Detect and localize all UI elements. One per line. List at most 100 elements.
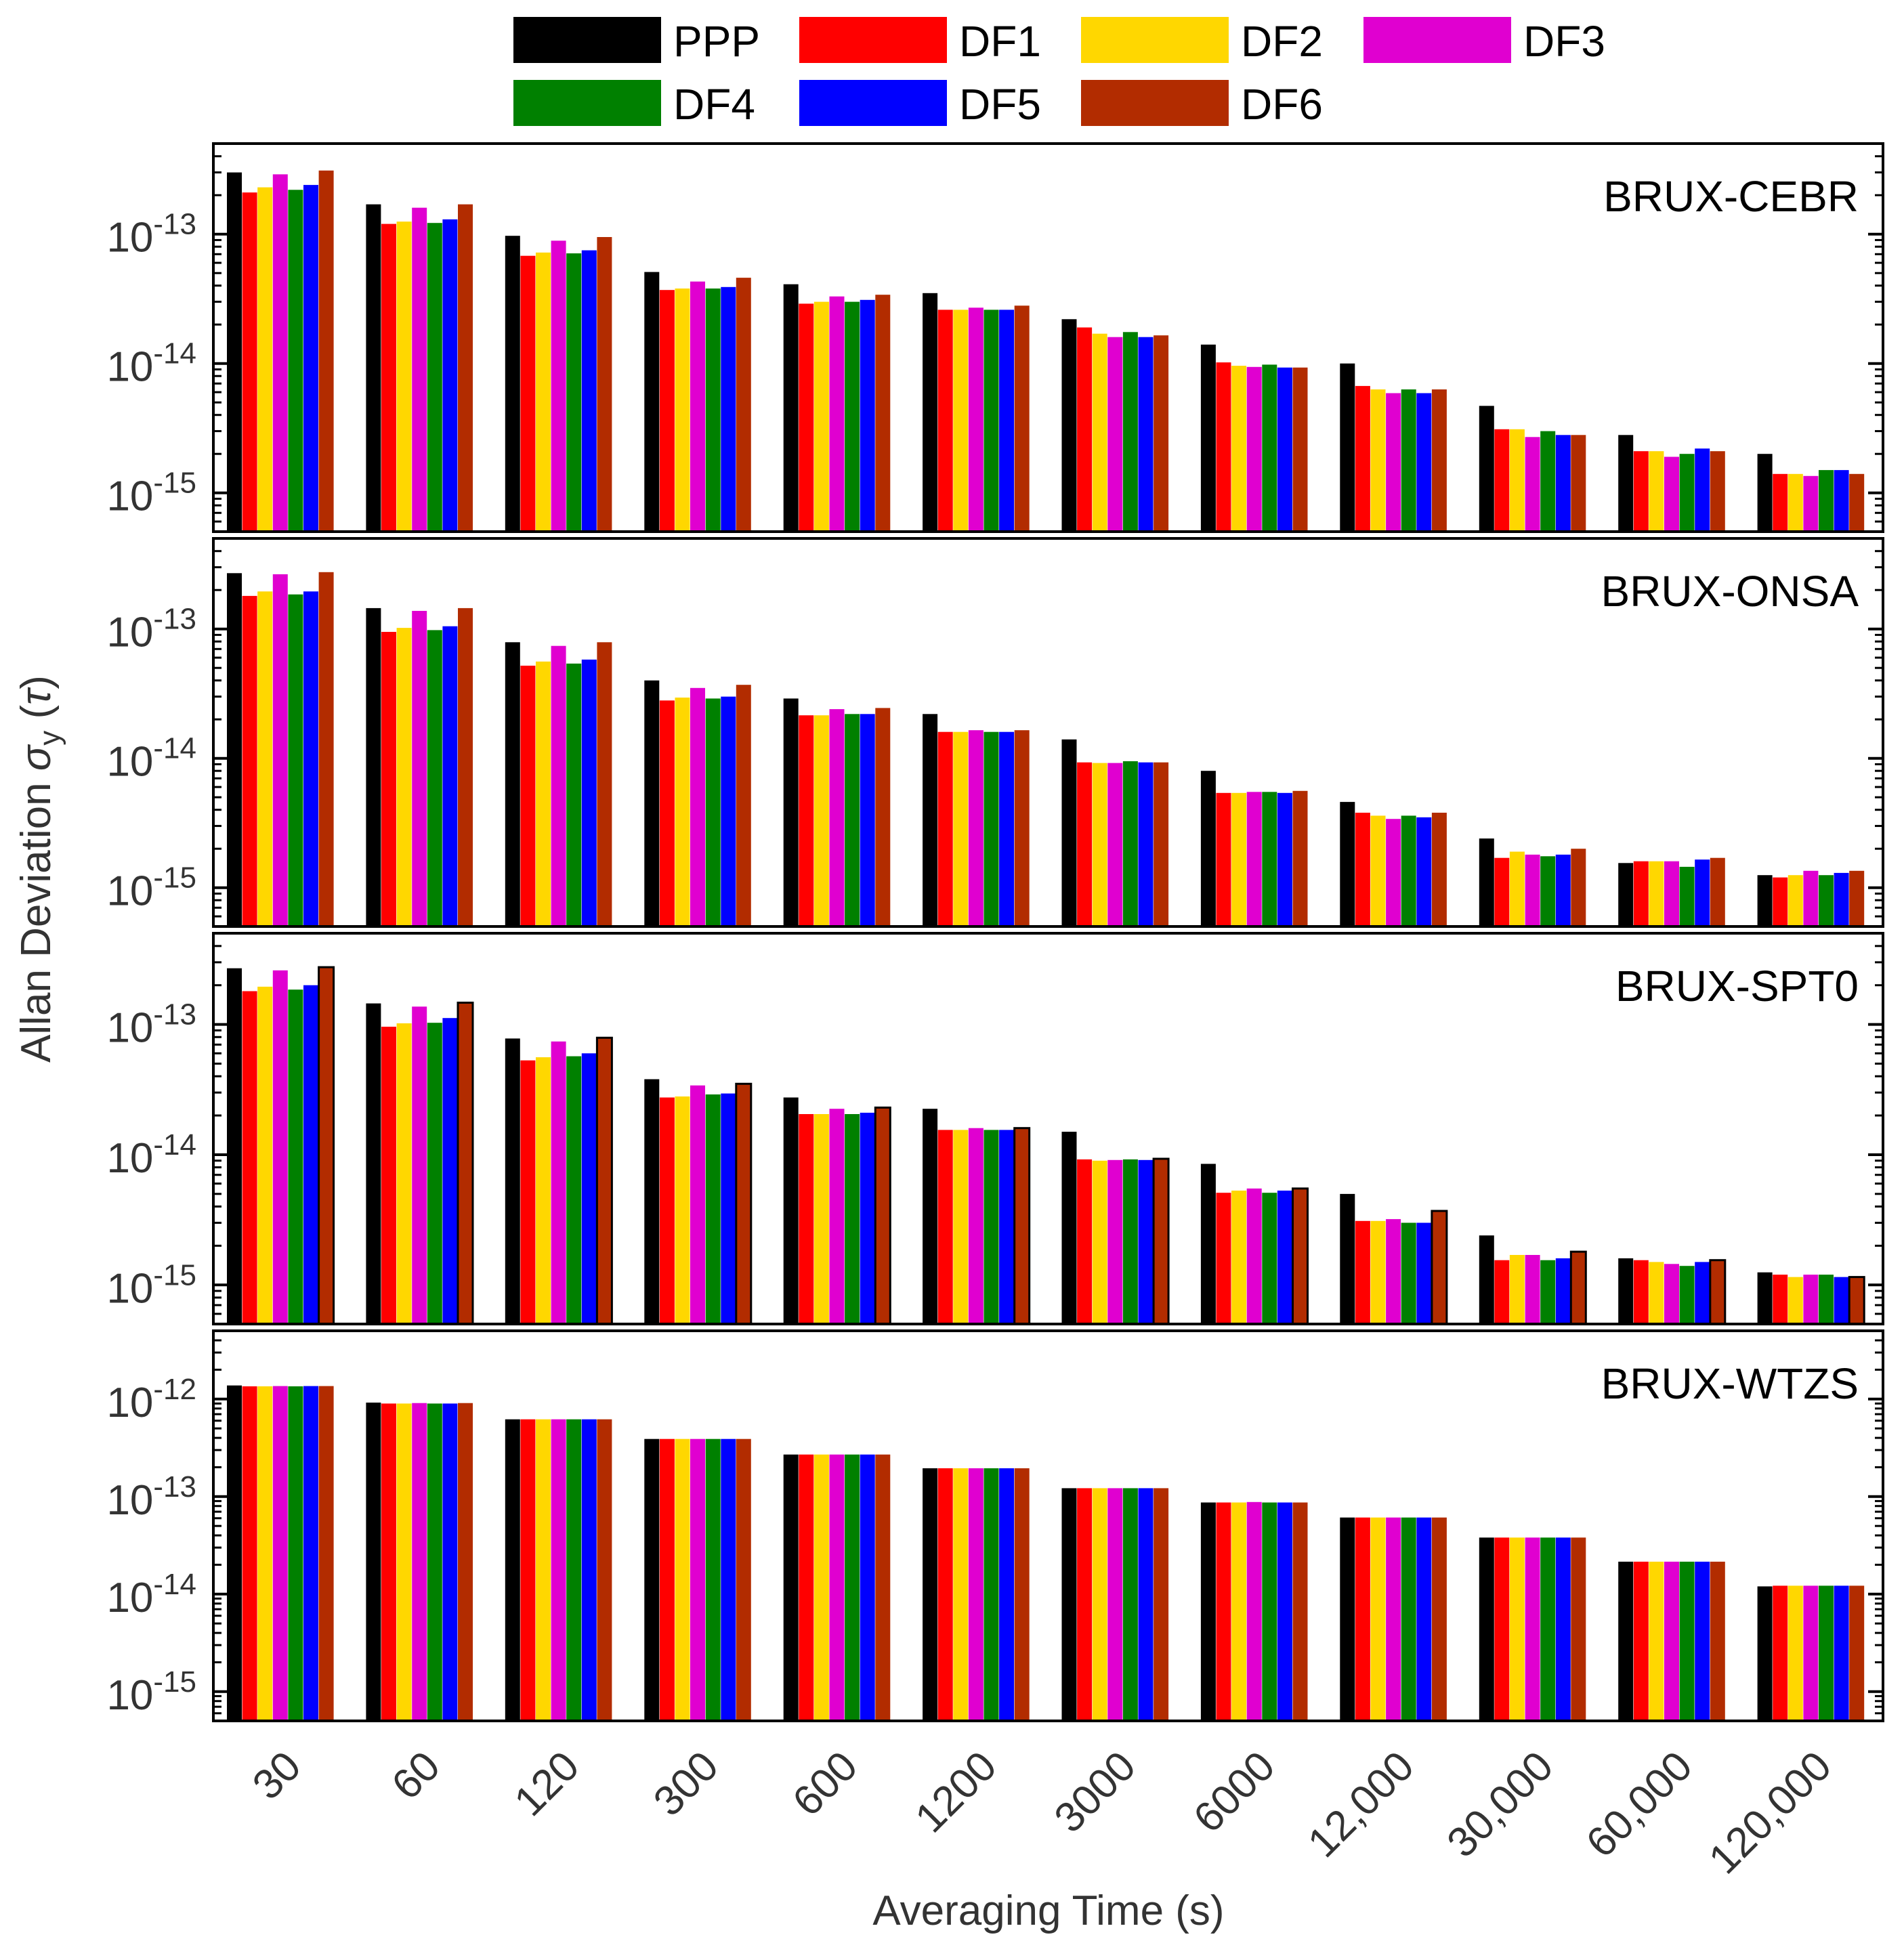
bar-df1-1200 bbox=[937, 1130, 953, 1324]
bar-df4-3000 bbox=[1122, 1488, 1138, 1721]
bar-df6-3000 bbox=[1154, 335, 1169, 532]
bar-ppp-120 bbox=[505, 642, 520, 926]
bar-df2-6000 bbox=[1231, 792, 1247, 926]
bar-ppp-1200 bbox=[923, 714, 938, 926]
bar-df5-30 bbox=[303, 591, 318, 926]
bar-df5-120000 bbox=[1834, 1277, 1849, 1324]
bar-ppp-300 bbox=[644, 272, 660, 532]
bar-df5-600 bbox=[860, 1454, 875, 1721]
y-tick-label: 10-14 bbox=[106, 337, 196, 391]
bar-df3-120000 bbox=[1803, 1275, 1819, 1324]
bar-df4-60 bbox=[427, 223, 442, 532]
bar-df5-300 bbox=[721, 286, 736, 532]
bar-ppp-120 bbox=[505, 236, 520, 532]
bar-df3-30 bbox=[272, 574, 288, 926]
bar-ppp-60000 bbox=[1618, 1258, 1634, 1324]
bar-df1-6000 bbox=[1216, 1502, 1231, 1721]
bar-df6-600 bbox=[875, 295, 891, 532]
bar-ppp-120 bbox=[505, 1038, 520, 1324]
bar-df6-60 bbox=[457, 1002, 474, 1325]
bar-df6-30 bbox=[318, 170, 334, 532]
bar-ppp-30000 bbox=[1479, 838, 1494, 926]
legend-swatch-df2 bbox=[1081, 17, 1229, 63]
bar-df1-3000 bbox=[1077, 762, 1093, 926]
y-tick-power: -12 bbox=[153, 1373, 196, 1406]
bar-df1-6000 bbox=[1216, 362, 1231, 532]
bar-df4-30000 bbox=[1540, 1537, 1556, 1721]
bar-df2-30 bbox=[257, 591, 273, 926]
bar-df4-120 bbox=[566, 663, 582, 926]
bar-df4-6000 bbox=[1262, 792, 1277, 926]
y-tick-base: 10 bbox=[106, 739, 153, 786]
x-tick-label: 1200 bbox=[906, 1743, 1005, 1841]
y-tick-base: 10 bbox=[106, 215, 153, 261]
bar-ppp-120 bbox=[505, 1419, 520, 1721]
bar-ppp-300 bbox=[644, 1438, 660, 1721]
bar-ppp-3000 bbox=[1061, 319, 1077, 532]
bar-df2-60000 bbox=[1649, 1262, 1664, 1324]
panel-frame bbox=[212, 537, 1884, 928]
bar-df6-30000 bbox=[1571, 435, 1586, 532]
bar-df6-1200 bbox=[1013, 1127, 1031, 1325]
bar-ppp-600 bbox=[783, 1454, 799, 1721]
bar-df3-1200 bbox=[968, 1468, 983, 1721]
bar-df6-120 bbox=[597, 642, 612, 926]
bar-ppp-300 bbox=[644, 1079, 660, 1324]
bar-df1-120000 bbox=[1773, 473, 1788, 532]
bar-ppp-120000 bbox=[1757, 454, 1773, 532]
bar-df1-300 bbox=[659, 1097, 675, 1324]
bar-df2-60 bbox=[396, 628, 412, 926]
x-axis-tick-labels: 30 60 120 300 600 1200 3000 6000 12,000 30,000 60,… bbox=[244, 1743, 1840, 1883]
bar-df4-60000 bbox=[1679, 866, 1695, 926]
bar-df4-120000 bbox=[1819, 1275, 1834, 1324]
y-tick-power: -14 bbox=[153, 1128, 196, 1161]
bar-df5-6000 bbox=[1277, 1191, 1292, 1324]
bar-df4-12000 bbox=[1401, 389, 1416, 532]
y-tick-base: 10 bbox=[106, 473, 153, 520]
bar-df5-60000 bbox=[1695, 448, 1710, 532]
bar-df6-30 bbox=[318, 966, 335, 1325]
bar-df4-30 bbox=[288, 1386, 303, 1721]
bar-df4-600 bbox=[845, 1114, 860, 1324]
y-tick-base: 10 bbox=[106, 1380, 153, 1426]
bar-df3-12000 bbox=[1386, 393, 1401, 532]
bar-df5-300 bbox=[721, 696, 736, 926]
bar-df4-600 bbox=[845, 1454, 860, 1721]
bar-df1-300 bbox=[659, 700, 675, 926]
bar-ppp-30 bbox=[227, 573, 242, 926]
bar-df5-120000 bbox=[1834, 1585, 1849, 1721]
panel-frame bbox=[212, 932, 1884, 1325]
y-tick-base: 10 bbox=[106, 1477, 153, 1524]
bar-df5-120 bbox=[581, 1053, 597, 1324]
bar-df3-1200 bbox=[968, 730, 983, 926]
bar-df1-120 bbox=[520, 1060, 536, 1324]
bar-df2-120000 bbox=[1787, 473, 1803, 532]
bar-df6-60 bbox=[458, 1403, 473, 1721]
y-tick-base: 10 bbox=[106, 1005, 153, 1052]
bar-df1-120000 bbox=[1773, 1275, 1788, 1324]
bar-df2-120000 bbox=[1787, 875, 1803, 926]
x-tick-label: 60,000 bbox=[1578, 1743, 1701, 1867]
bar-df3-1200 bbox=[968, 1128, 983, 1324]
bar-df5-60 bbox=[442, 219, 458, 532]
bar-df2-60000 bbox=[1649, 1561, 1664, 1721]
bar-df2-6000 bbox=[1231, 366, 1247, 532]
bar-df3-30000 bbox=[1525, 854, 1540, 926]
bar-df1-60000 bbox=[1633, 1260, 1649, 1324]
bar-df5-6000 bbox=[1277, 367, 1292, 532]
bar-df5-1200 bbox=[999, 310, 1015, 532]
bar-df6-600 bbox=[875, 708, 891, 926]
bar-df6-600 bbox=[875, 1454, 891, 1721]
bar-ppp-3000 bbox=[1061, 1132, 1077, 1324]
bar-df4-12000 bbox=[1401, 1517, 1416, 1721]
bar-df1-60000 bbox=[1633, 861, 1649, 926]
bar-df5-30000 bbox=[1555, 435, 1571, 532]
panel-title: BRUX-SPT0 bbox=[1615, 962, 1859, 1010]
bar-df3-120 bbox=[551, 1041, 566, 1324]
bar-df5-3000 bbox=[1138, 1159, 1154, 1324]
x-tick-label: 600 bbox=[784, 1743, 866, 1825]
bar-df1-12000 bbox=[1355, 1220, 1370, 1324]
bar-df3-120000 bbox=[1803, 870, 1819, 926]
bar-df1-1200 bbox=[937, 310, 953, 532]
